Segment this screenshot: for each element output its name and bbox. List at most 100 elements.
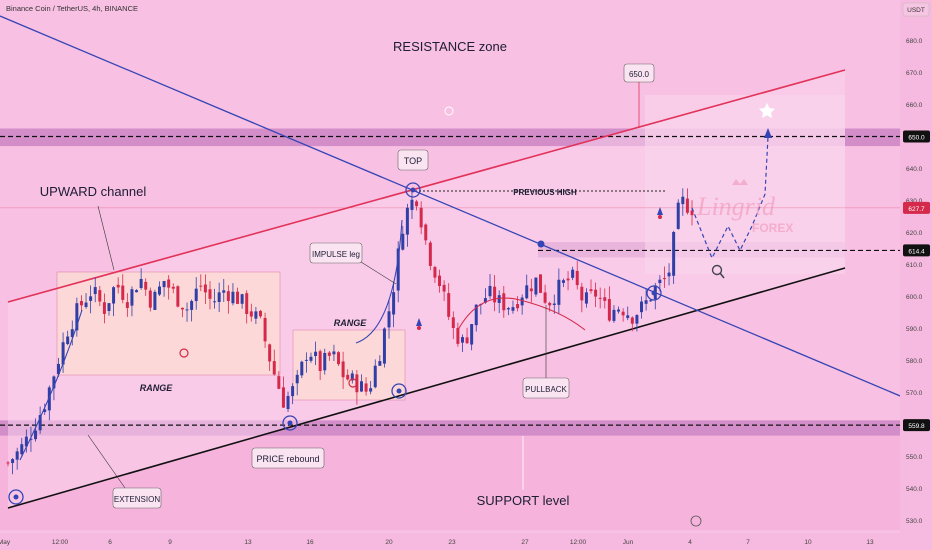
projection-path <box>691 136 769 260</box>
x-tick-label: May <box>0 539 11 546</box>
info-icon <box>444 106 454 116</box>
candle-body <box>373 365 377 388</box>
candle-body <box>332 351 336 355</box>
support-level-label: SUPPORT level <box>477 493 570 508</box>
candle-body <box>603 297 607 301</box>
currency-label: USDT <box>907 7 925 14</box>
candle-body <box>29 438 33 440</box>
candle-body <box>148 290 152 308</box>
x-tick-label: 6 <box>108 539 112 546</box>
candle-body <box>690 210 694 216</box>
rocket-flame-icon <box>658 215 662 219</box>
candle-body <box>575 270 579 286</box>
pivot-circle <box>646 285 662 301</box>
candle-body <box>419 207 423 228</box>
pivot-dot <box>287 420 293 426</box>
candle-body <box>318 351 322 372</box>
candle-body <box>612 309 616 321</box>
candle-body <box>304 359 308 361</box>
crown-icon <box>732 179 748 185</box>
descending-trendline <box>0 15 906 399</box>
candles-layer <box>6 188 694 475</box>
star-icon <box>759 103 775 119</box>
y-tick-label: 620.0 <box>906 230 923 237</box>
price-label-box <box>903 419 930 432</box>
range-label-2: RANGE <box>334 318 367 328</box>
candle-body <box>644 300 648 304</box>
x-tick-label: 13 <box>866 539 874 546</box>
price-label-box <box>903 244 930 257</box>
candle-body <box>144 281 148 290</box>
x-tick-label: Jun <box>623 539 634 546</box>
price-label-text: 627.7 <box>908 206 925 213</box>
price-label-text: 614.4 <box>908 248 925 255</box>
candle-body <box>157 286 161 295</box>
candle-body <box>56 363 60 374</box>
candle-body <box>89 296 93 301</box>
resistance-zone-label: RESISTANCE zone <box>393 39 507 54</box>
candle-body <box>685 198 689 213</box>
candle-body <box>79 301 83 306</box>
candle-body <box>451 317 455 329</box>
pivot-circle <box>8 489 24 505</box>
y-tick-label: 580.0 <box>906 358 923 365</box>
candle-body <box>125 302 129 308</box>
candle-body <box>323 352 327 371</box>
candle-body <box>245 293 249 314</box>
candle-body <box>222 290 226 293</box>
x-tick-label: 27 <box>521 539 529 546</box>
rocket-icon <box>657 207 663 215</box>
y-tick-label: 590.0 <box>906 326 923 333</box>
candle-body <box>70 329 74 338</box>
x-tick-label: 12:00 <box>52 539 69 546</box>
candle-body <box>254 311 258 319</box>
price-label-box <box>903 201 930 214</box>
candle-body <box>447 293 451 317</box>
pullback-arrow <box>457 297 586 331</box>
price-label-text: 559.8 <box>908 423 925 430</box>
time-axis[interactable] <box>0 533 932 550</box>
price-label-text: 650.0 <box>908 135 925 142</box>
trendlines-layer <box>0 15 906 509</box>
candle-body <box>382 328 386 364</box>
candle-body <box>341 361 345 378</box>
candle-body <box>552 303 556 305</box>
rocket-flame-icon <box>417 326 421 330</box>
candle-body <box>52 376 56 389</box>
candle-body <box>525 285 529 299</box>
candle-body <box>557 279 561 305</box>
y-tick-label: 530.0 <box>906 518 923 525</box>
candle-body <box>93 287 97 295</box>
currency-badge[interactable]: USDT <box>902 2 930 17</box>
candle-body <box>566 278 570 281</box>
candle-body <box>662 278 666 280</box>
channel-fill-layer <box>8 70 845 508</box>
candle-body <box>516 304 520 309</box>
y-tick-label: 630.0 <box>906 198 923 205</box>
candle-body <box>130 289 134 306</box>
candle-body <box>405 207 409 235</box>
candle-body <box>66 336 70 345</box>
candle-body <box>396 248 400 291</box>
candle-body <box>401 233 405 250</box>
candle-body <box>208 289 212 299</box>
price-axis[interactable] <box>900 0 932 550</box>
candle-body <box>15 451 19 460</box>
pivot-dot <box>13 494 19 500</box>
watermark-sub: FOREX <box>752 221 793 235</box>
candle-body <box>359 381 363 392</box>
candle-body <box>291 386 295 397</box>
candle-body <box>194 288 198 302</box>
y-tick-label: 680.0 <box>906 38 923 45</box>
pivot-circle <box>282 415 298 431</box>
candle-body <box>199 285 203 287</box>
target-650-label: 650.0 <box>629 70 650 79</box>
impulse-pointer <box>360 261 397 285</box>
candle-body <box>263 317 267 342</box>
impulse-leg-callout: IMPULSE leg <box>309 242 363 264</box>
candle-body <box>483 298 487 303</box>
candle-body <box>300 361 304 376</box>
extension-arrow <box>19 309 83 461</box>
candle-body <box>392 292 396 315</box>
